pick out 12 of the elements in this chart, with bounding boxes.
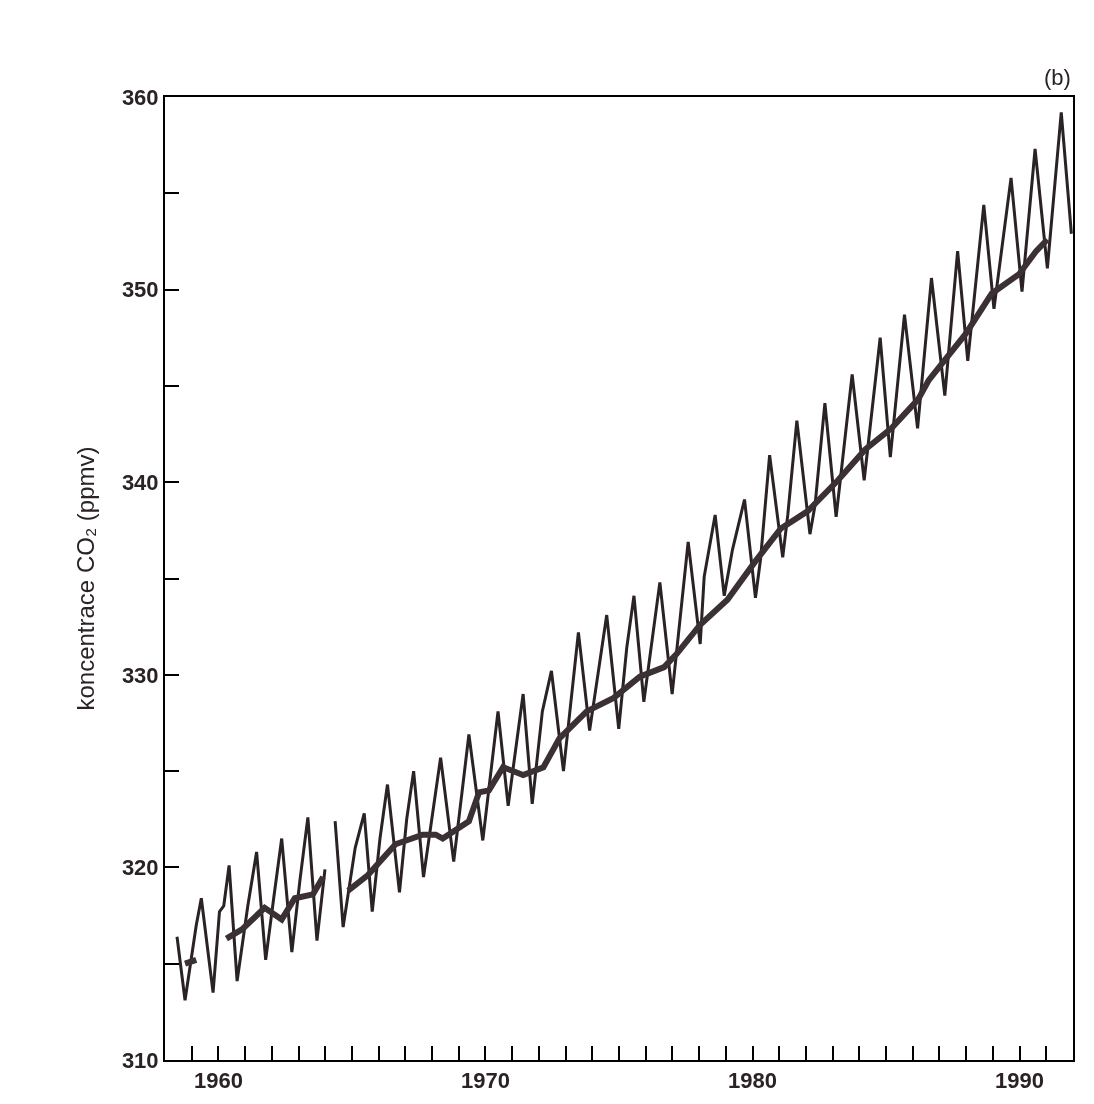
y-axis-title: koncentrace CO₂ (ppmv) (72, 446, 100, 711)
text: (b) (1044, 65, 1071, 90)
x-tick-label: 1980 (728, 1068, 778, 1094)
x-tick-label: 1970 (460, 1068, 510, 1094)
y-tick-label: 350 (121, 277, 159, 303)
y-tick-label: 310 (121, 1047, 159, 1073)
y-tick-label: 330 (121, 662, 159, 688)
y-tick-label: 360 (121, 84, 159, 110)
x-tick-label: 1990 (995, 1068, 1045, 1094)
y-tick-label: 340 (121, 469, 159, 495)
y-tick-label: 320 (121, 855, 159, 881)
x-tick-label: 1960 (193, 1068, 243, 1094)
